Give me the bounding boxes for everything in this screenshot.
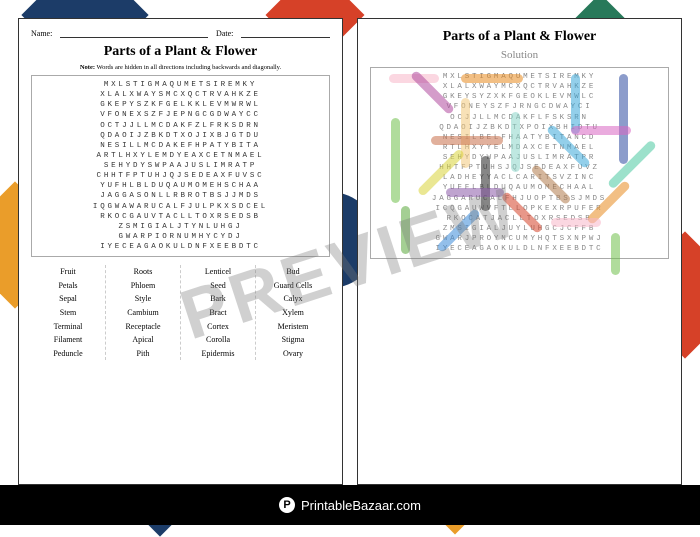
letter-grid: MXLSTIGMAQUMETSIREMKY XLALXWAYSMCXQCTRVA… [31,75,330,257]
date-blank [241,29,330,38]
solution-title: Parts of a Plant & Flower [370,29,669,45]
solution-grid: MXLSTIGMAQUMETSIREMKY XLALXWAYMCXQCTRVAH… [370,67,669,259]
date-label: Date: [216,29,233,38]
solution-page: Parts of a Plant & Flower Solution MXLST… [357,18,682,485]
footer: P PrintableBazaar.com [0,485,700,525]
pages-container: Name: Date: Parts of a Plant & Flower No… [0,0,700,485]
puzzle-page: Name: Date: Parts of a Plant & Flower No… [18,18,343,485]
name-date-row: Name: Date: [31,29,330,38]
footer-text: PrintableBazaar.com [301,498,421,513]
name-label: Name: [31,29,52,38]
word-lists: FruitPetalsSepalStemTerminalFilamentPedu… [31,265,330,360]
page-title: Parts of a Plant & Flower [31,44,330,60]
name-blank [60,29,208,38]
footer-icon: P [279,497,295,513]
note: Note: Words are hidden in all directions… [31,64,330,71]
solution-subtitle: Solution [370,49,669,61]
